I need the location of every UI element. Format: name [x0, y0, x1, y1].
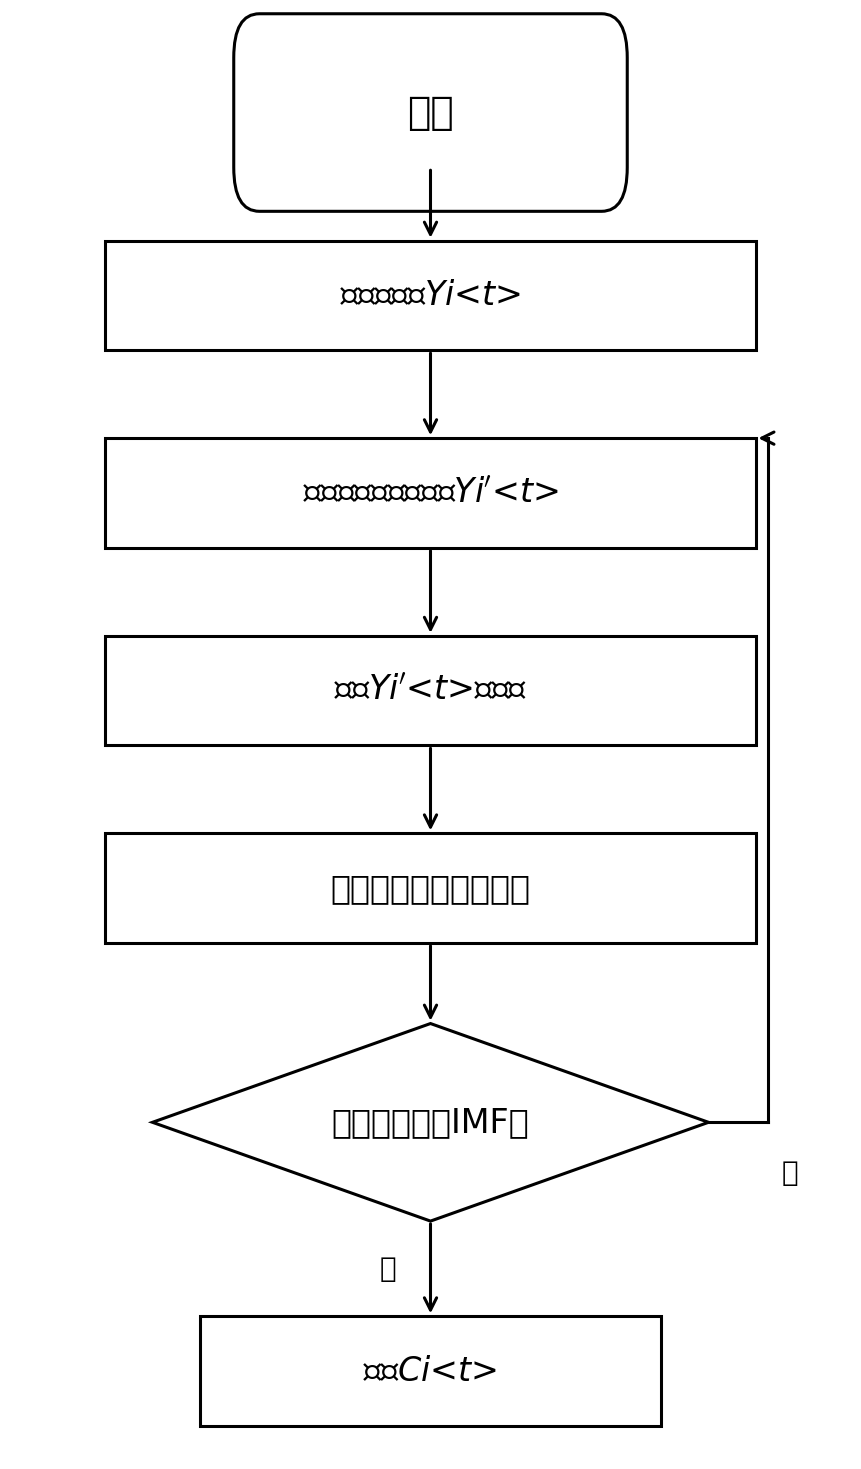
Text: 找出$\mathit{Y}$$\mathit{i}$$^{\prime}$<$\mathit{t}$>极值点: 找出$\mathit{Y}$$\mathit{i}$$^{\prime}$<$\…: [334, 674, 527, 707]
Text: 求出上下包络线均值差: 求出上下包络线均值差: [331, 871, 530, 905]
Bar: [105, 636, 756, 745]
Text: 输出$\mathit{C}$$\mathit{i}$<$\mathit{t}$>: 输出$\mathit{C}$$\mathit{i}$<$\mathit{t}$>: [363, 1354, 498, 1388]
Text: 加入白噪声序列得到$\mathit{Y}$$\mathit{i}$$^{\prime}$<$\mathit{t}$>: 加入白噪声序列得到$\mathit{Y}$$\mathit{i}$$^{\pri…: [302, 476, 559, 510]
Text: 是: 是: [380, 1255, 396, 1282]
Text: 否: 否: [781, 1159, 798, 1187]
Text: 均值差是否为IMF？: 均值差是否为IMF？: [331, 1106, 530, 1138]
Text: 单通道信号$\mathit{Y}$$\mathit{i}$<$\mathit{t}$>: 单通道信号$\mathit{Y}$$\mathit{i}$<$\mathit{t…: [340, 279, 521, 311]
Polygon shape: [152, 1024, 709, 1221]
Bar: [105, 833, 756, 943]
FancyBboxPatch shape: [233, 13, 628, 212]
Bar: [105, 438, 756, 548]
Text: 开始: 开始: [407, 94, 454, 132]
Bar: [105, 241, 756, 350]
Bar: [200, 1316, 661, 1426]
